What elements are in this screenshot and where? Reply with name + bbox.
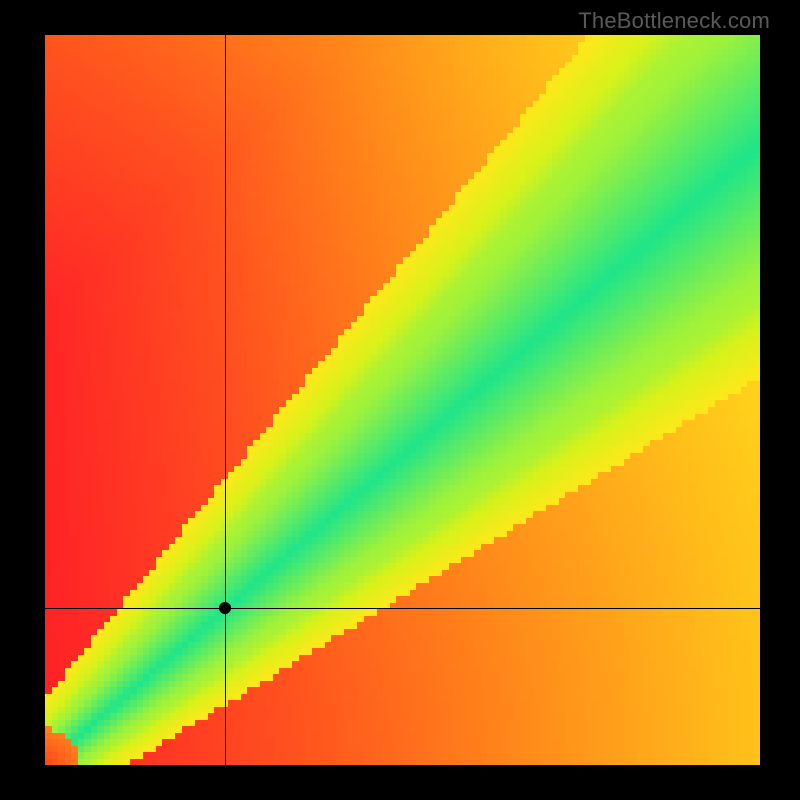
watermark-text: TheBottleneck.com — [578, 8, 770, 34]
heatmap-plot — [45, 35, 760, 765]
crosshair-marker — [219, 602, 231, 614]
heatmap-canvas — [45, 35, 760, 765]
crosshair-vertical — [225, 35, 226, 765]
crosshair-horizontal — [45, 608, 760, 609]
